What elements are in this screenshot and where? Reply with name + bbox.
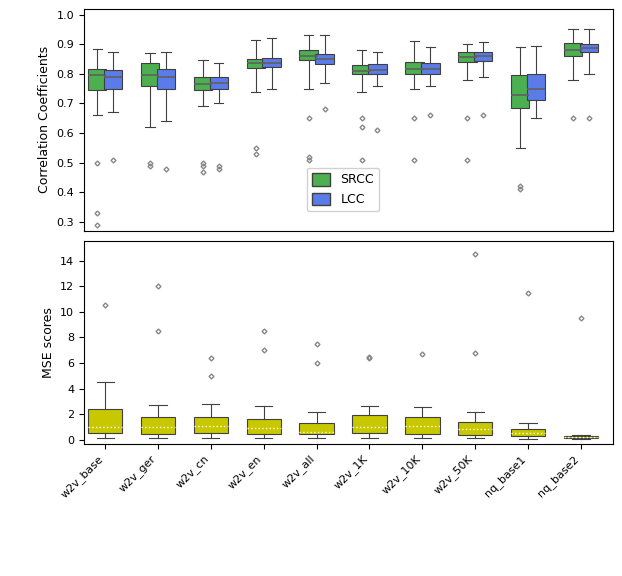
PathPatch shape (88, 69, 106, 90)
PathPatch shape (511, 429, 545, 437)
PathPatch shape (421, 63, 440, 74)
PathPatch shape (262, 58, 281, 67)
PathPatch shape (246, 59, 265, 68)
PathPatch shape (299, 50, 318, 60)
PathPatch shape (141, 63, 159, 86)
PathPatch shape (210, 77, 228, 89)
PathPatch shape (104, 70, 123, 89)
PathPatch shape (193, 77, 212, 90)
PathPatch shape (458, 52, 476, 62)
PathPatch shape (458, 422, 493, 435)
Y-axis label: MSE scores: MSE scores (42, 307, 55, 378)
PathPatch shape (368, 65, 387, 74)
Y-axis label: Correlation Coefficients: Correlation Coefficients (38, 46, 51, 194)
PathPatch shape (564, 436, 598, 438)
PathPatch shape (246, 419, 281, 434)
Legend: SRCC, LCC: SRCC, LCC (307, 168, 379, 211)
PathPatch shape (352, 415, 387, 433)
PathPatch shape (580, 44, 598, 52)
PathPatch shape (527, 74, 545, 100)
PathPatch shape (193, 417, 228, 433)
PathPatch shape (564, 43, 582, 56)
PathPatch shape (405, 62, 424, 74)
PathPatch shape (315, 54, 334, 65)
PathPatch shape (141, 417, 175, 434)
PathPatch shape (88, 409, 123, 433)
PathPatch shape (157, 69, 175, 89)
PathPatch shape (352, 65, 371, 74)
PathPatch shape (405, 417, 440, 434)
PathPatch shape (299, 423, 334, 434)
PathPatch shape (511, 75, 529, 108)
PathPatch shape (474, 52, 493, 62)
